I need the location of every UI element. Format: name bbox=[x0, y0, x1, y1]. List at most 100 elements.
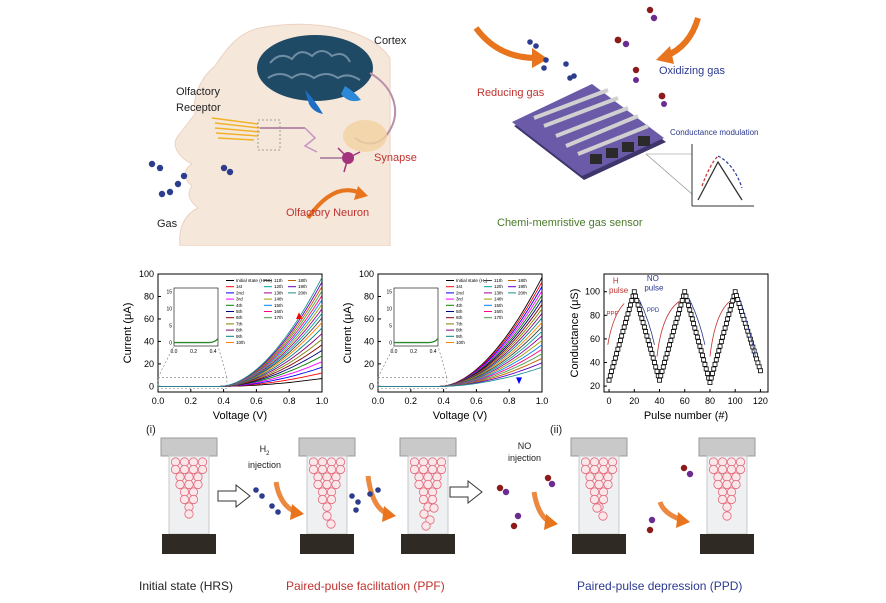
data-point bbox=[713, 357, 719, 363]
plunger-head bbox=[570, 437, 628, 457]
data-point bbox=[689, 316, 695, 322]
no-molecule bbox=[502, 488, 510, 496]
data-point bbox=[625, 311, 631, 317]
legend-entry: 18th bbox=[298, 278, 307, 283]
h2-injection-label: H2 injection bbox=[248, 444, 281, 471]
data-point bbox=[696, 339, 702, 345]
data-point bbox=[612, 355, 618, 361]
bead bbox=[735, 464, 746, 475]
data-point bbox=[620, 329, 626, 334]
data-point bbox=[664, 351, 670, 357]
data-point bbox=[636, 307, 642, 312]
x-tick-label: 0.2 bbox=[405, 396, 418, 406]
bead bbox=[418, 464, 429, 475]
h2-injection-text: injection bbox=[248, 459, 282, 470]
y-axis-label: Current (μA) bbox=[122, 303, 134, 364]
legend-entry: 8th bbox=[236, 328, 243, 333]
y-tick-label: 0 bbox=[149, 381, 154, 391]
data-point bbox=[703, 366, 709, 372]
x-tick-label: 60 bbox=[680, 396, 690, 406]
y-tick-label: 100 bbox=[139, 269, 154, 279]
legend-entry: 4th bbox=[456, 303, 463, 308]
legend-entry: 10th bbox=[236, 340, 245, 345]
h2-molecule bbox=[253, 487, 259, 493]
no-text: NO bbox=[517, 441, 532, 451]
modulation-graph-icon bbox=[691, 144, 754, 207]
up-arrow-icon bbox=[296, 312, 303, 319]
h2-molecule bbox=[355, 499, 361, 505]
bead bbox=[197, 464, 208, 475]
data-point bbox=[715, 352, 720, 358]
bead bbox=[429, 503, 439, 513]
bead bbox=[722, 502, 732, 512]
x-tick-label: 120 bbox=[753, 396, 768, 406]
syringe-base bbox=[700, 534, 754, 554]
data-point bbox=[700, 352, 705, 358]
bead bbox=[589, 464, 600, 475]
ppd-arrow bbox=[638, 299, 655, 345]
x-axis-label: Pulse number (#) bbox=[644, 410, 728, 422]
syringe-illustrations bbox=[160, 437, 756, 554]
plunger-head bbox=[698, 437, 756, 457]
bead bbox=[717, 494, 728, 505]
plot-frame bbox=[603, 273, 769, 393]
gas-molecules bbox=[148, 160, 234, 198]
ppd-arrow bbox=[739, 299, 756, 357]
bead bbox=[427, 464, 438, 475]
bead bbox=[188, 464, 199, 475]
x-tick-label: 0.4 bbox=[437, 396, 450, 406]
orange-arrow-icon-head bbox=[544, 514, 558, 530]
legend-entry: 9th bbox=[236, 334, 243, 339]
data-point bbox=[734, 293, 739, 299]
legend-entry: Initial state (HRS) bbox=[236, 278, 272, 283]
zoom-box bbox=[377, 377, 448, 389]
synapse-label: Synapse bbox=[374, 152, 417, 164]
legend-entry: 17th bbox=[274, 315, 283, 320]
x-tick-label: 80 bbox=[705, 396, 715, 406]
y-tick-label: 40 bbox=[144, 336, 154, 346]
data-point bbox=[667, 342, 672, 348]
data-point bbox=[658, 373, 664, 379]
y-tick-label: 40 bbox=[364, 336, 374, 346]
data-point bbox=[662, 360, 667, 365]
h2-molecule bbox=[259, 493, 265, 499]
y-axis-label: Conductance (μS) bbox=[569, 289, 581, 378]
plot-frame bbox=[157, 273, 323, 393]
zoom-box bbox=[157, 377, 228, 389]
data-point bbox=[683, 293, 689, 299]
data-point bbox=[707, 380, 713, 385]
bead bbox=[184, 479, 194, 490]
conductance-modulation-label: Conductance modulation bbox=[670, 128, 759, 137]
legend-entry: 12th bbox=[494, 284, 503, 289]
zoom-line bbox=[217, 345, 228, 378]
data-point bbox=[647, 342, 652, 348]
bead bbox=[726, 494, 737, 505]
legend-entry: 3rd bbox=[456, 297, 463, 302]
data-point bbox=[687, 307, 693, 313]
bead bbox=[414, 479, 424, 490]
bead bbox=[331, 479, 341, 490]
data-point bbox=[618, 337, 623, 343]
ppf-annotation: PPF bbox=[607, 311, 619, 317]
data-point bbox=[629, 298, 635, 303]
y-tick-label: 60 bbox=[364, 314, 374, 324]
x-axis-label: Voltage (V) bbox=[433, 410, 487, 422]
x-tick-label: 100 bbox=[728, 396, 743, 406]
bead bbox=[409, 464, 420, 475]
data-point bbox=[643, 329, 649, 334]
data-point bbox=[758, 368, 763, 374]
data-point bbox=[624, 315, 630, 321]
data-point bbox=[648, 346, 654, 352]
data-point bbox=[609, 368, 614, 374]
bead bbox=[421, 521, 431, 531]
bead bbox=[308, 464, 319, 475]
data-point bbox=[669, 333, 675, 339]
zoom-line bbox=[437, 345, 448, 378]
bead bbox=[722, 511, 732, 521]
plunger-head bbox=[160, 437, 218, 457]
data-point bbox=[634, 298, 640, 303]
data-point bbox=[720, 334, 725, 340]
reducing-gas-dots bbox=[527, 39, 577, 81]
